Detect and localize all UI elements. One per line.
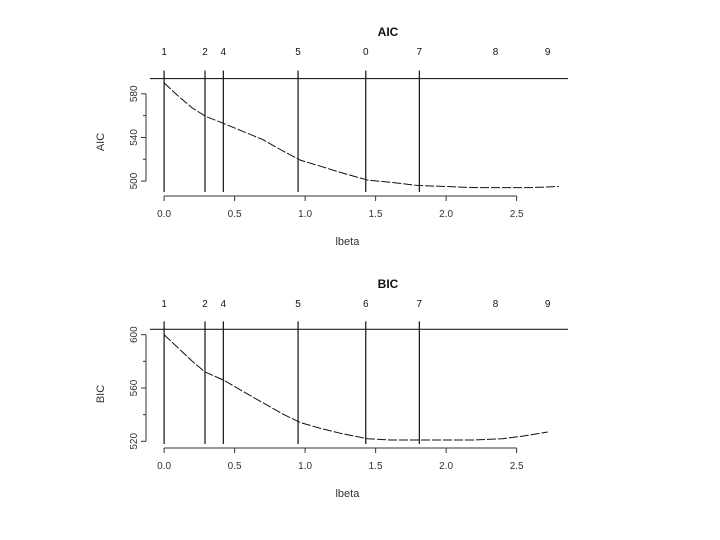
aic-x-tick-label: 2.5 — [510, 209, 524, 220]
aic-x-tick-label: 0.5 — [228, 209, 242, 220]
aic-panel: AIC 1 2 4 5 0 7 8 9 500 540 580 AIC 0.0 0.5 1.0 1.5 2.0 2.… — [95, 25, 568, 248]
aic-top-label: 0 — [363, 47, 369, 58]
bic-top-label: 1 — [161, 299, 167, 310]
aic-top-label: 1 — [161, 47, 167, 58]
aic-top-label: 5 — [295, 47, 301, 58]
aic-x-axis-title: lbeta — [335, 236, 360, 248]
aic-criterion-curve — [163, 82, 559, 189]
aic-x-tick-label: 1.5 — [369, 209, 383, 220]
bic-top-label: 6 — [363, 299, 369, 310]
aic-y-tick-label: 500 — [129, 172, 140, 189]
aic-top-label: 7 — [417, 47, 423, 58]
bic-x-tick-label: 1.5 — [369, 461, 383, 472]
bic-top-label: 9 — [545, 299, 551, 310]
bic-top-label: 4 — [221, 299, 227, 310]
bic-panel: BIC 1 2 4 5 6 7 8 9 520 560 600 BIC 0.0 0.5 1.0 1.5 2.0 2.… — [95, 277, 568, 500]
aic-x-tick-label: 1.0 — [298, 209, 312, 220]
aic-top-label: 2 — [202, 47, 208, 58]
bic-x-tick-label: 2.5 — [510, 461, 524, 472]
aic-y-tick-label: 580 — [129, 85, 140, 102]
bic-title: BIC — [378, 277, 399, 291]
bic-x-tick-label: 0.5 — [228, 461, 242, 472]
aic-y-tick-label: 540 — [129, 129, 140, 146]
bic-x-tick-label: 2.0 — [439, 461, 453, 472]
bic-x-axis-title: lbeta — [335, 488, 360, 500]
aic-top-label: 8 — [493, 47, 499, 58]
aic-top-label: 9 — [545, 47, 551, 58]
bic-top-label: 7 — [417, 299, 423, 310]
aic-y-axis-title: AIC — [95, 133, 107, 151]
aic-x-tick-label: 0.0 — [157, 209, 171, 220]
aic-title: AIC — [378, 25, 399, 39]
bic-x-tick-label: 0.0 — [157, 461, 171, 472]
bic-criterion-curve — [163, 334, 548, 441]
bic-top-label: 8 — [493, 299, 499, 310]
aic-x-tick-label: 2.0 — [439, 209, 453, 220]
bic-y-tick-label: 520 — [129, 433, 140, 450]
bic-x-tick-label: 1.0 — [298, 461, 312, 472]
bic-top-label: 5 — [295, 299, 301, 310]
bic-y-axis-title: BIC — [95, 385, 107, 403]
bic-top-label: 2 — [202, 299, 208, 310]
bic-y-tick-label: 560 — [129, 379, 140, 396]
bic-y-tick-label: 600 — [129, 326, 140, 343]
aic-top-label: 4 — [221, 47, 227, 58]
